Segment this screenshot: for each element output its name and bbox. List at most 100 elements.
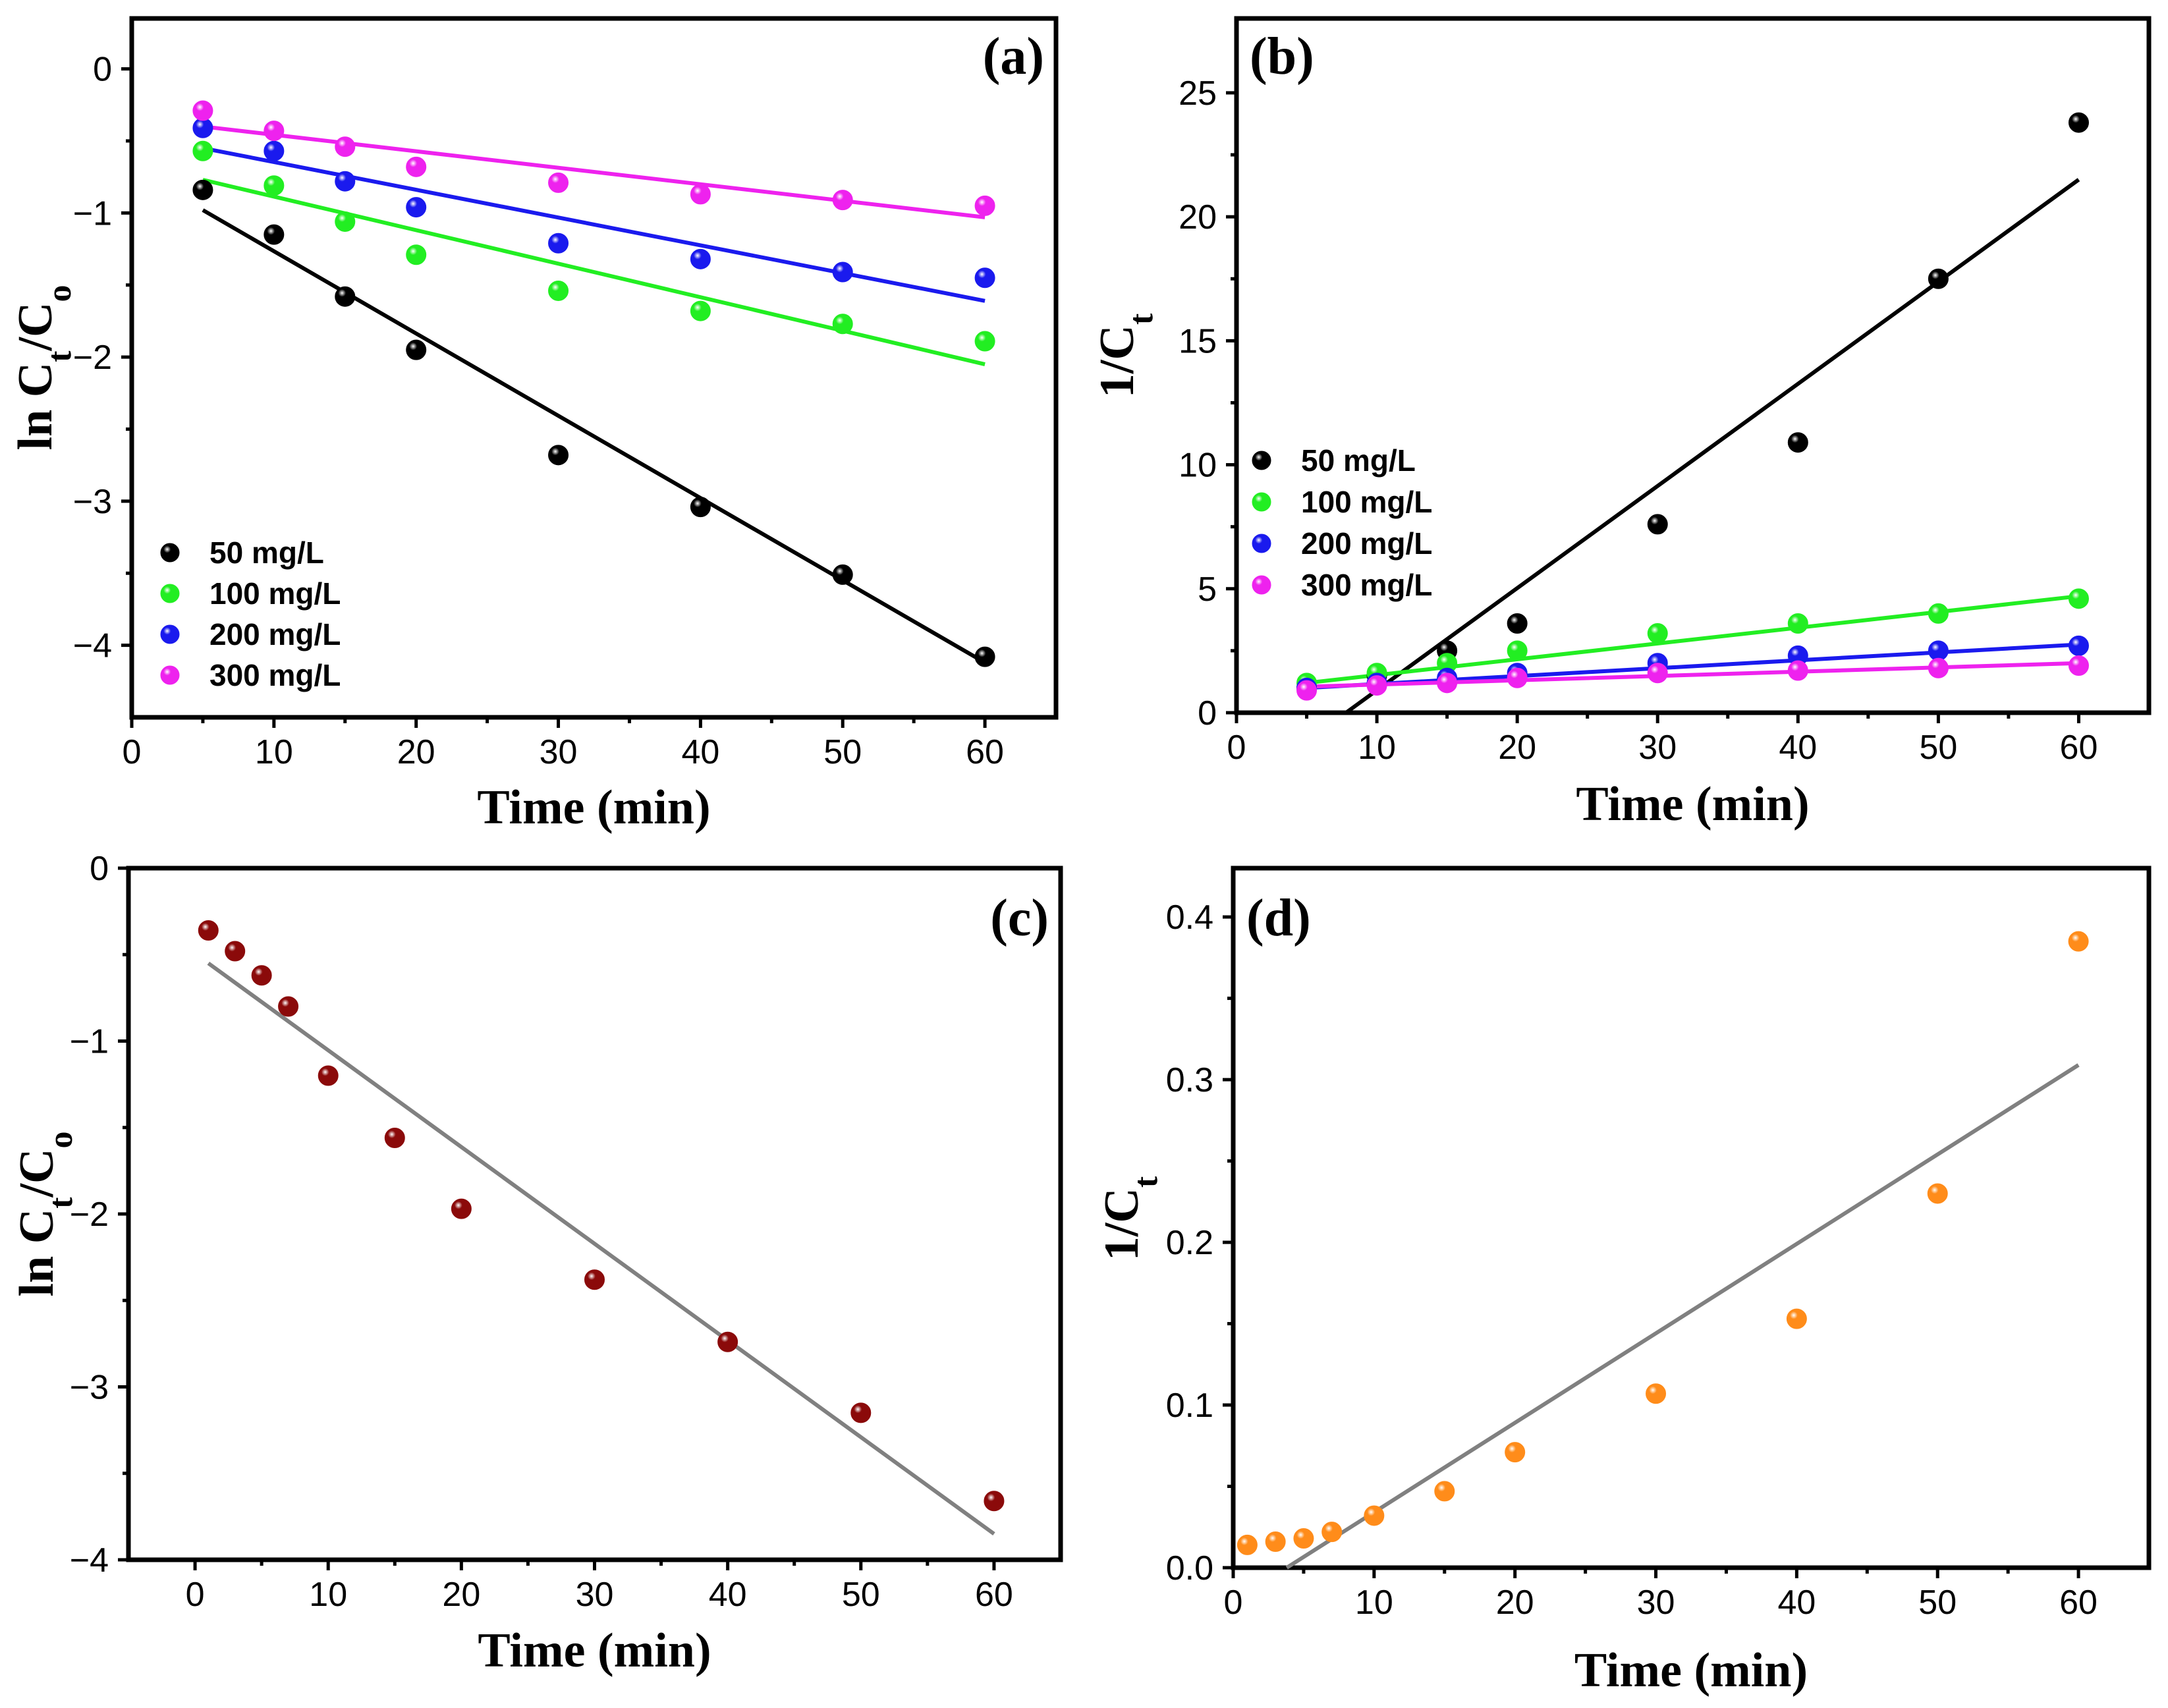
x-tick-label: 50	[1919, 729, 1957, 767]
data-point	[2068, 931, 2089, 952]
data-point	[335, 171, 356, 192]
data-point	[406, 156, 427, 177]
x-tick-label: 40	[1777, 1584, 1816, 1622]
panel-label: (d)	[1246, 889, 1311, 947]
x-tick-label: 40	[709, 1576, 747, 1614]
data-point	[264, 175, 285, 196]
data-point	[2068, 635, 2089, 656]
data-point	[1507, 640, 1528, 661]
y-tick-label: 10	[1179, 447, 1217, 485]
x-tick-label: 0	[123, 733, 142, 771]
x-tick-label: 10	[255, 733, 293, 771]
x-tick-label: 0	[1224, 1584, 1243, 1622]
data-point	[1434, 1481, 1455, 1502]
data-point	[406, 339, 427, 360]
y-tick-label: 0.3	[1166, 1061, 1213, 1099]
data-point	[384, 1128, 405, 1148]
fit-line	[202, 178, 986, 366]
legend-marker	[1252, 534, 1271, 553]
x-tick-label: 20	[1496, 1584, 1534, 1622]
data-point	[1321, 1522, 1343, 1543]
data-point	[1928, 640, 1949, 661]
data-point	[278, 996, 299, 1017]
plot-frame	[1231, 866, 2152, 1570]
panel-label: (b)	[1250, 28, 1314, 86]
legend-entry: 200 mg/L	[1301, 526, 1432, 561]
y-tick-label: −1	[70, 1023, 109, 1061]
plot-frame	[129, 16, 1059, 720]
y-tick-label: 15	[1179, 322, 1217, 360]
fit-line	[1306, 661, 2079, 689]
fit-line	[202, 146, 986, 303]
data-point	[192, 140, 213, 161]
legend-entry: 200 mg/L	[209, 617, 341, 651]
x-tick-label: 0	[186, 1576, 205, 1614]
y-tick-label: 0	[90, 850, 109, 888]
data-point	[984, 1491, 1005, 1512]
y-tick-label: 0	[93, 51, 112, 89]
legend-entry: 50 mg/L	[1301, 443, 1416, 478]
x-tick-label: 60	[975, 1576, 1013, 1614]
data-point	[690, 184, 711, 205]
y-tick-label: 20	[1179, 198, 1217, 236]
data-point	[548, 280, 569, 301]
data-point	[1366, 675, 1387, 696]
x-tick-label: 60	[2060, 729, 2098, 767]
x-tick-label: 30	[1638, 729, 1677, 767]
data-point	[192, 117, 213, 138]
x-tick-label: 10	[309, 1576, 347, 1614]
x-axis-title: Time (min)	[1574, 1643, 1808, 1697]
x-tick-label: 30	[540, 733, 578, 771]
legend-marker	[160, 665, 180, 685]
data-point	[1787, 613, 1808, 634]
fit-line	[1345, 178, 2080, 715]
fit-line	[207, 961, 995, 1536]
data-point	[690, 497, 711, 518]
data-point	[1364, 1505, 1385, 1526]
fit-line	[1285, 1063, 2080, 1570]
x-tick-label: 0	[1227, 729, 1246, 767]
y-tick-label: −3	[70, 1369, 109, 1407]
data-point	[1437, 673, 1458, 694]
data-point	[832, 314, 853, 335]
data-point	[335, 136, 356, 157]
data-point	[832, 190, 853, 211]
x-tick-label: 30	[576, 1576, 614, 1614]
data-point	[1646, 1383, 1667, 1404]
x-tick-label: 50	[1918, 1584, 1957, 1622]
y-axis-title: 1/Ct	[1095, 1176, 1165, 1261]
data-point	[264, 224, 285, 245]
data-point	[406, 244, 427, 265]
legend-marker	[1252, 492, 1271, 512]
legend-entry: 50 mg/L	[209, 536, 324, 570]
data-point	[717, 1331, 738, 1352]
data-point	[264, 140, 285, 161]
data-point	[1647, 663, 1668, 684]
legend-entry: 100 mg/L	[209, 576, 341, 611]
data-point	[1647, 514, 1668, 535]
y-tick-label: 0	[1198, 694, 1217, 732]
x-tick-label: 60	[2059, 1584, 2098, 1622]
data-point	[2068, 655, 2089, 676]
y-tick-label: −4	[70, 1541, 109, 1580]
data-point	[406, 197, 427, 218]
data-point	[335, 286, 356, 307]
legend-entry: 300 mg/L	[1301, 568, 1432, 602]
data-point	[1265, 1531, 1286, 1552]
data-point	[690, 300, 711, 321]
data-point	[974, 646, 995, 667]
data-point	[1786, 1308, 1807, 1329]
y-tick-label: 0.0	[1166, 1549, 1213, 1587]
data-point	[850, 1402, 872, 1423]
data-point	[1507, 667, 1528, 688]
data-point	[192, 179, 213, 200]
data-point	[1505, 1442, 1526, 1463]
legend-marker	[1252, 575, 1271, 595]
data-point	[1928, 268, 1949, 289]
data-point	[1647, 623, 1668, 644]
legend-marker	[160, 584, 180, 603]
chart-panel-c: 0 10 20 30 40 50 60 0 −1 −2 −3 −4 Time (min) ln Ct/Co…	[10, 850, 1063, 1678]
x-tick-label: 10	[1358, 729, 1396, 767]
y-tick-label: 0.1	[1166, 1387, 1213, 1425]
